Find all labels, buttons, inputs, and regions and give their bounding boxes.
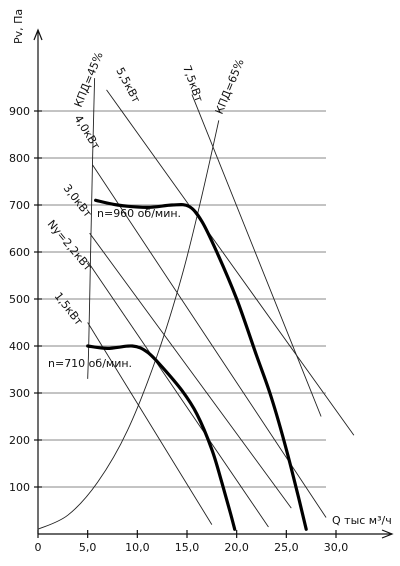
y-axis-arrow	[33, 28, 43, 41]
x-axis-arrow	[381, 529, 394, 539]
y-tick-label-0: 100	[9, 481, 30, 494]
label-power-1-5kw: 1,5кВт	[52, 290, 86, 328]
fan-curve-1	[86, 344, 237, 531]
y-tick-label-4: 500	[9, 293, 30, 306]
y-tick-label-1: 200	[9, 434, 30, 447]
power-line-0	[106, 89, 355, 436]
fan-curve-0	[94, 198, 308, 531]
label-efficiency-45: КПД=45%	[72, 50, 106, 109]
x-tick-label-6: 30,0	[324, 541, 349, 554]
x-tick-label-0: 0	[35, 541, 42, 554]
y-tick-label-3: 400	[9, 340, 30, 353]
y-tick-label-8: 900	[9, 105, 30, 118]
efficiency-curve-1	[37, 120, 220, 530]
x-tick-label-4: 20,0	[224, 541, 249, 554]
y-tick-label-5: 600	[9, 246, 30, 259]
y-tick-label-7: 800	[9, 152, 30, 165]
y-tick-label-2: 300	[9, 387, 30, 400]
y-axis-title: Pv, Па	[12, 9, 25, 44]
x-tick-label-1: 5,0	[79, 541, 97, 554]
x-tick-label-5: 25,0	[274, 541, 299, 554]
label-power-4-0kw: 4,0кВт	[71, 113, 103, 153]
power-line-3	[89, 232, 292, 509]
efficiency-curve-0	[87, 78, 96, 379]
label-speed-710: n=710 об/мин.	[48, 357, 132, 370]
label-power-2-2kw: Ny=2,2кВт	[45, 218, 95, 274]
y-tick-label-6: 700	[9, 199, 30, 212]
label-speed-960: n=960 об/мин.	[97, 207, 181, 220]
label-power-3-0kw: 3,0кВт	[61, 182, 95, 220]
label-power-7-5kw: 7,5кВт	[180, 64, 205, 105]
label-power-5-5kw: 5,5кВт	[113, 65, 143, 105]
label-efficiency-65: КПД=65%	[213, 57, 247, 116]
x-axis-title: Q тыс м³/ч	[332, 514, 392, 527]
power-line-1	[191, 94, 322, 417]
power-line-5	[87, 322, 213, 525]
power-line-4	[87, 261, 269, 528]
x-tick-label-2: 10,0	[125, 541, 150, 554]
x-tick-label-3: 15,0	[175, 541, 200, 554]
